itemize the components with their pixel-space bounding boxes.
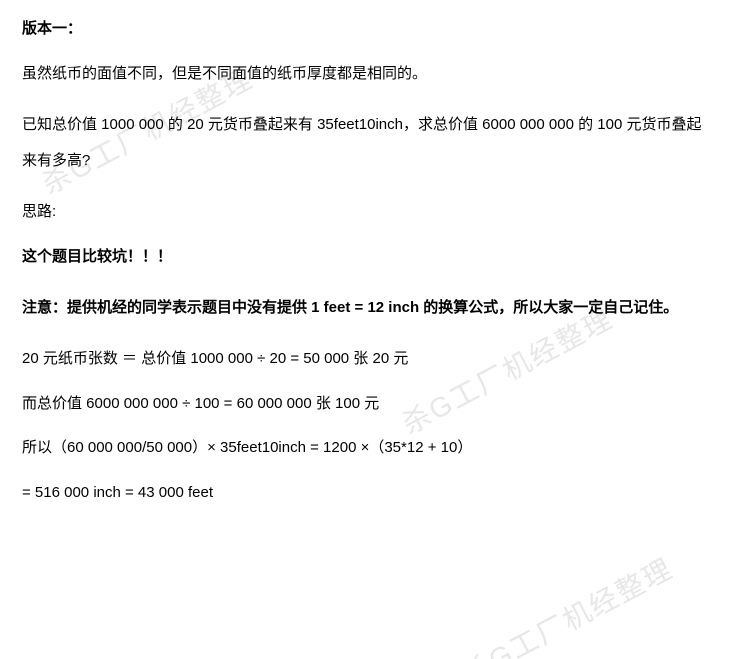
paragraph-warning: 这个题目比较坑！！！ [22,246,710,269]
paragraph-note: 注意：提供机经的同学表示题目中没有提供 1 feet = 12 inch 的换算… [22,290,710,326]
paragraph-result: = 516 000 inch = 43 000 feet [22,482,710,505]
heading-thought: 思路: [22,201,710,224]
document-body: 版本一： 虽然纸币的面值不同，但是不同面值的纸币厚度都是相同的。 已知总价值 1… [0,0,732,504]
paragraph-calc: 所以（60 000 000/50 000）× 35feet10inch = 12… [22,437,710,460]
heading-version: 版本一： [22,18,710,41]
watermark: 杀G工厂机经整理 [454,547,679,659]
paragraph-calc: 20 元纸币张数 ＝ 总价值 1000 000 ÷ 20 = 50 000 张 … [22,348,710,371]
paragraph: 已知总价值 1000 000 的 20 元货币叠起来有 35feet10inch… [22,107,710,179]
paragraph: 虽然纸币的面值不同，但是不同面值的纸币厚度都是相同的。 [22,63,710,86]
paragraph-calc: 而总价值 6000 000 000 ÷ 100 = 60 000 000 张 1… [22,393,710,416]
